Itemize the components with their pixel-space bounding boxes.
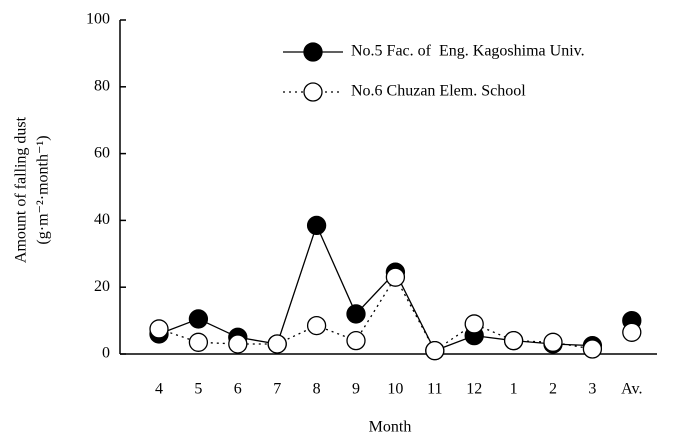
x-tick-label: 3 <box>588 381 596 398</box>
x-tick-label: 7 <box>273 381 281 398</box>
y-axis-label: (g·m⁻²·month⁻¹) <box>35 135 52 244</box>
series-line <box>158 275 593 352</box>
data-point <box>306 215 327 236</box>
data-point <box>188 309 209 329</box>
x-tick-label: 9 <box>352 381 360 398</box>
x-tick-label: 4 <box>155 381 163 398</box>
data-point <box>346 330 366 351</box>
legend-marker <box>303 42 323 62</box>
data-point <box>622 322 642 342</box>
x-tick-label: Av. <box>621 381 642 398</box>
series-line <box>158 223 593 352</box>
data-point <box>306 315 327 336</box>
data-point <box>228 334 248 354</box>
legend-label: No.6 Chuzan Elem. School <box>351 83 526 100</box>
y-tick-label: 40 <box>94 211 110 228</box>
data-point <box>464 314 484 334</box>
data-point <box>267 334 287 354</box>
data-point <box>346 304 366 324</box>
legend-marker <box>303 82 323 102</box>
x-axis-label: Month <box>369 419 412 436</box>
data-point <box>385 267 406 287</box>
data-point <box>503 330 524 351</box>
x-tick-label: 10 <box>387 381 403 398</box>
y-tick-label: 0 <box>102 345 110 362</box>
x-tick-label: 6 <box>234 381 242 398</box>
legend-label: No.5 Fac. of Eng. Kagoshima Univ. <box>351 43 585 60</box>
data-point <box>188 332 209 352</box>
x-tick-label: 1 <box>510 381 518 398</box>
y-tick-label: 60 <box>94 144 110 161</box>
y-tick-label: 20 <box>94 278 110 295</box>
data-point <box>425 341 445 361</box>
data-point <box>582 339 603 359</box>
y-axis-label: Amount of falling dust <box>13 116 30 263</box>
data-point <box>149 319 169 339</box>
x-tick-label: 5 <box>194 381 202 398</box>
x-tick-label: 11 <box>427 381 442 398</box>
y-tick-label: 80 <box>94 77 110 94</box>
x-tick-label: 12 <box>466 381 482 398</box>
y-tick-label: 100 <box>86 11 110 28</box>
x-tick-label: 8 <box>313 381 321 398</box>
data-point <box>543 332 563 352</box>
x-tick-label: 2 <box>549 381 557 398</box>
